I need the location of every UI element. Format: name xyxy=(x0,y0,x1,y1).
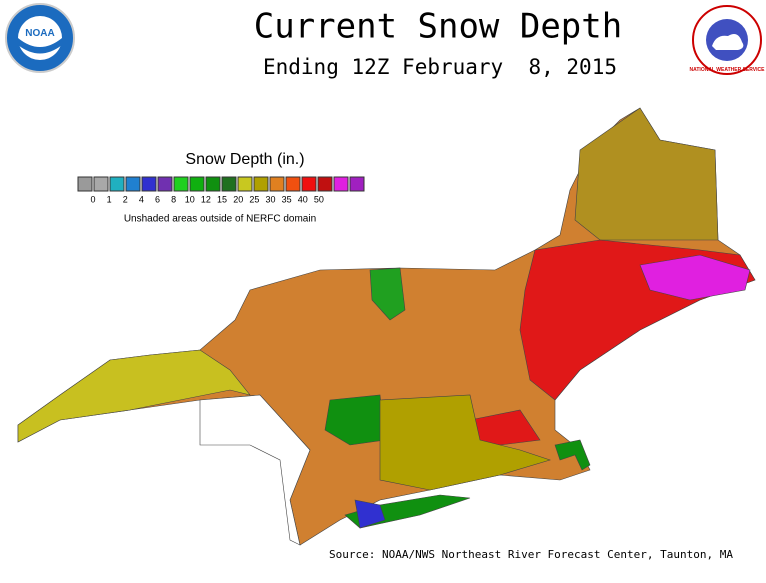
map xyxy=(17,107,756,546)
legend-swatch xyxy=(189,176,205,192)
legend-label: 12 xyxy=(201,194,211,204)
cape-cod xyxy=(554,439,591,471)
legend-swatch xyxy=(317,176,333,192)
western-ny xyxy=(17,349,251,443)
legend-swatch xyxy=(157,176,173,192)
legend-label: 1 xyxy=(107,194,112,204)
legend-swatch xyxy=(301,176,317,192)
hudson-green xyxy=(324,394,386,446)
legend-label: 40 xyxy=(298,194,308,204)
outside-domain xyxy=(199,394,311,546)
legend-swatch xyxy=(93,176,109,192)
legend-title: Snow Depth (in.) xyxy=(185,151,304,168)
legend-swatch xyxy=(285,176,301,192)
legend-swatch xyxy=(205,176,221,192)
legend-label: 25 xyxy=(249,194,259,204)
nyc xyxy=(354,499,386,529)
legend-label: 30 xyxy=(265,194,275,204)
legend-label: 2 xyxy=(123,194,128,204)
downeast-maine xyxy=(639,254,751,301)
legend-note: Unshaded areas outside of NERFC domain xyxy=(124,214,316,225)
legend-swatch xyxy=(221,176,237,192)
legend-swatch xyxy=(109,176,125,192)
champlain xyxy=(369,267,406,321)
ct-ri xyxy=(379,394,551,491)
legend-label: 10 xyxy=(185,194,195,204)
legend-swatch xyxy=(77,176,93,192)
legend-swatch xyxy=(269,176,285,192)
nws-logo: NATIONAL WEATHER SERVICE xyxy=(690,5,766,75)
legend-label: 4 xyxy=(139,194,144,204)
legend-label: 50 xyxy=(314,194,324,204)
legend-swatch xyxy=(349,176,365,192)
legend-swatch xyxy=(333,176,349,192)
legend-swatch xyxy=(125,176,141,192)
nws-logo-text: NATIONAL WEATHER SERVICE xyxy=(690,67,766,73)
northern-maine xyxy=(574,107,719,241)
legend: Snow Depth (in.) Unshaded areas outside … xyxy=(77,151,365,225)
noaa-logo: NOAA xyxy=(5,3,75,73)
legend-label: 0 xyxy=(90,194,95,204)
legend-swatch xyxy=(237,176,253,192)
legend-swatch xyxy=(141,176,157,192)
legend-label: 20 xyxy=(233,194,243,204)
legend-swatch xyxy=(253,176,269,192)
legend-label: 8 xyxy=(171,194,176,204)
source: Source: NOAA/NWS Northeast River Forecas… xyxy=(329,548,733,561)
legend-label: 15 xyxy=(217,194,227,204)
title: Current Snow Depth xyxy=(254,7,622,47)
subtitle: Ending 12Z February 8, 2015 xyxy=(263,55,617,79)
noaa-logo-text: NOAA xyxy=(25,28,54,39)
legend-label: 35 xyxy=(282,194,292,204)
legend-label: 6 xyxy=(155,194,160,204)
legend-swatch xyxy=(173,176,189,192)
